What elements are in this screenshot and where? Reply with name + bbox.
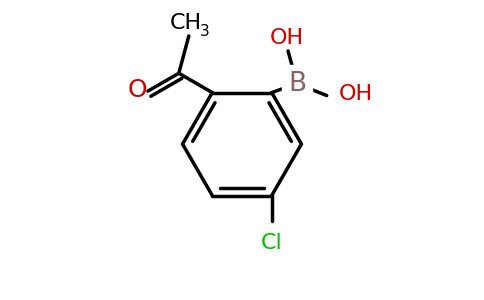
Text: Cl: Cl (261, 233, 283, 253)
Text: B: B (288, 71, 306, 97)
Text: O: O (128, 78, 147, 102)
Text: 3: 3 (200, 24, 210, 39)
Text: OH: OH (339, 84, 373, 104)
Text: OH: OH (270, 28, 303, 48)
Text: CH: CH (170, 13, 202, 33)
